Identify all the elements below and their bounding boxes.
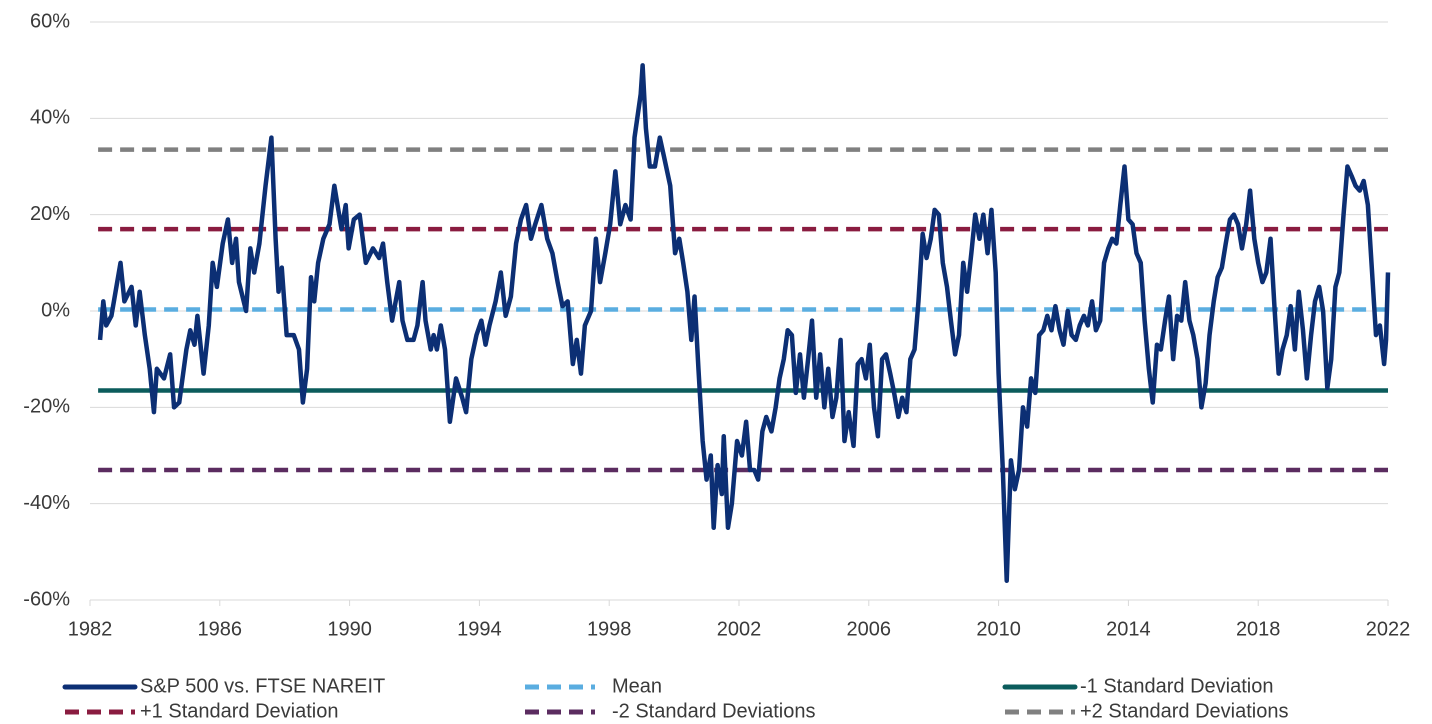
y-tick-label: 20%: [30, 203, 70, 225]
y-tick-label: 0%: [41, 299, 70, 321]
x-tick-label: 2014: [1106, 618, 1151, 640]
x-tick-label: 2018: [1236, 618, 1281, 640]
x-tick-label: 2002: [717, 618, 762, 640]
x-tick-label: 1998: [587, 618, 632, 640]
legend-label: -1 Standard Deviation: [1080, 675, 1273, 697]
y-tick-label: -60%: [23, 588, 70, 610]
legend-label: S&P 500 vs. FTSE NAREIT: [140, 675, 385, 697]
y-tick-label: -20%: [23, 396, 70, 418]
x-tick-label: 2006: [847, 618, 892, 640]
series-line: [97, 63, 1391, 583]
y-tick-label: 60%: [30, 10, 70, 32]
legend-label: +2 Standard Deviations: [1080, 700, 1288, 722]
legend-label: +1 Standard Deviation: [140, 700, 338, 722]
x-tick-label: 1986: [198, 618, 243, 640]
y-tick-label: 40%: [30, 107, 70, 129]
legend-label: Mean: [612, 675, 662, 697]
x-tick-label: 2022: [1366, 618, 1411, 640]
y-tick-label: -40%: [23, 492, 70, 514]
legend-label: -2 Standard Deviations: [612, 700, 815, 722]
x-tick-label: 1994: [457, 618, 502, 640]
x-tick-label: 2010: [976, 618, 1021, 640]
x-tick-label: 1990: [327, 618, 372, 640]
x-tick-label: 1982: [68, 618, 113, 640]
